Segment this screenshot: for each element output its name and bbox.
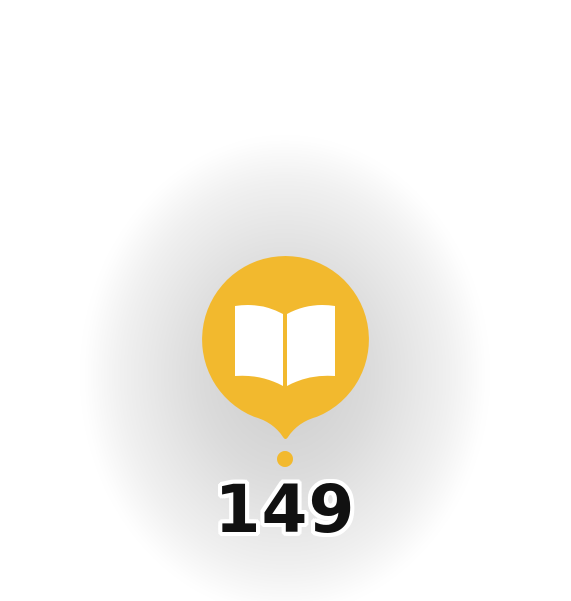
map-pin-marker[interactable] — [202, 256, 369, 440]
open-book-icon — [234, 304, 336, 388]
pin-count-label: 149 — [214, 471, 356, 548]
pin-anchor-dot — [277, 451, 293, 467]
